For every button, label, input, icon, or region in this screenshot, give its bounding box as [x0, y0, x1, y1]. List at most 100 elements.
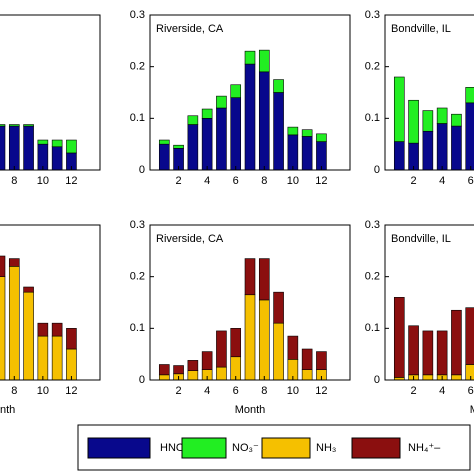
bar-segment	[216, 330, 227, 368]
bar-segment	[422, 110, 434, 132]
legend-swatch	[261, 437, 311, 459]
bar-segment	[393, 76, 405, 142]
y-tick-label: 0.1	[365, 112, 380, 124]
x-tick-label: 10	[37, 175, 49, 187]
legend-swatch	[181, 437, 227, 459]
x-tick-label: 10	[287, 385, 299, 397]
bar-segment	[273, 79, 284, 93]
y-tick-label: 0	[374, 374, 380, 386]
bar-segment	[158, 374, 170, 381]
x-tick-label: 6	[468, 175, 474, 187]
bar-segment	[244, 50, 256, 65]
bar-segment	[465, 87, 474, 104]
bar-segment	[301, 136, 313, 171]
bar-segment	[51, 335, 63, 381]
x-tick-label: 12	[65, 175, 77, 187]
bar-segment	[173, 144, 184, 149]
bar-segment	[258, 49, 270, 73]
bar-segment	[158, 143, 170, 171]
legend-swatch	[87, 437, 151, 459]
bar-segment	[158, 139, 170, 145]
bar-segment	[273, 291, 284, 324]
plot-frame	[0, 224, 101, 381]
bar-segment	[422, 130, 434, 171]
bar-segment	[201, 351, 213, 370]
bar-segment	[23, 124, 34, 127]
legend-swatch	[351, 437, 401, 459]
x-tick-label: 4	[204, 175, 210, 187]
x-tick-label: 4	[204, 385, 210, 397]
bar-segment	[51, 322, 63, 337]
bar-segment	[287, 134, 299, 171]
y-tick-label: 0.2	[365, 61, 380, 73]
bar-segment	[216, 95, 227, 109]
bar-segment	[8, 124, 20, 127]
x-axis-label: Month	[470, 404, 474, 416]
x-tick-label: 2	[411, 175, 417, 187]
bar-segment	[316, 141, 327, 171]
x-tick-label: 12	[65, 385, 77, 397]
bar-segment	[301, 129, 313, 137]
bar-segment	[0, 124, 6, 127]
bar-segment	[8, 125, 20, 171]
bar-segment	[301, 369, 313, 381]
bar-segment	[8, 258, 20, 267]
bar-segment	[316, 351, 327, 370]
bar-segment	[436, 330, 448, 376]
x-tick-label: 8	[261, 385, 267, 397]
bar-segment	[37, 335, 49, 381]
panel-title: Bondville, IL	[391, 233, 451, 245]
bar-segment	[0, 125, 6, 171]
y-tick-label: 0.3	[130, 219, 145, 231]
bar-segment	[0, 276, 6, 381]
bar-segment	[66, 348, 77, 381]
bar-segment	[408, 325, 419, 376]
bar-segment	[393, 141, 405, 171]
bar-segment	[287, 126, 299, 136]
y-tick-label: 0.3	[130, 9, 145, 21]
bar-segment	[158, 364, 170, 376]
bar-segment	[37, 322, 49, 337]
bar-segment	[37, 139, 49, 145]
x-tick-label: 10	[37, 385, 49, 397]
bar-segment	[0, 255, 6, 277]
bar-segment	[244, 63, 256, 171]
legend-label: NO₃⁻	[232, 442, 259, 454]
bar-segment	[408, 142, 419, 171]
bar-segment	[273, 322, 284, 381]
panel-title: Riverside, CA	[156, 233, 224, 245]
y-tick-label: 0.3	[365, 9, 380, 21]
x-axis-label: Month	[0, 404, 15, 416]
y-tick-label: 0	[139, 374, 145, 386]
bar-segment	[465, 307, 474, 365]
bar-segment	[451, 309, 462, 376]
plot-frame	[0, 14, 101, 171]
plot-frame	[384, 224, 474, 381]
x-tick-label: 8	[11, 385, 17, 397]
x-tick-label: 6	[233, 175, 239, 187]
bar-segment	[465, 102, 474, 171]
bar-segment	[23, 125, 34, 171]
bar-segment	[258, 71, 270, 171]
bar-segment	[216, 366, 227, 381]
bar-segment	[187, 360, 199, 372]
bar-segment	[216, 107, 227, 171]
bar-segment	[201, 118, 213, 171]
bar-segment	[8, 266, 20, 381]
x-tick-label: 2	[176, 385, 182, 397]
bar-segment	[51, 146, 63, 171]
bar-segment	[244, 294, 256, 381]
bar-segment	[422, 374, 434, 381]
x-tick-label: 6	[233, 385, 239, 397]
x-axis-label: Month	[235, 404, 266, 416]
bar-segment	[66, 328, 77, 350]
bar-segment	[187, 115, 199, 125]
bar-segment	[451, 113, 462, 127]
x-tick-label: 4	[439, 385, 445, 397]
bar-segment	[273, 92, 284, 171]
y-tick-label: 0	[139, 164, 145, 176]
bar-segment	[51, 139, 63, 148]
x-tick-label: 12	[315, 385, 327, 397]
y-tick-label: 0.2	[130, 61, 145, 73]
